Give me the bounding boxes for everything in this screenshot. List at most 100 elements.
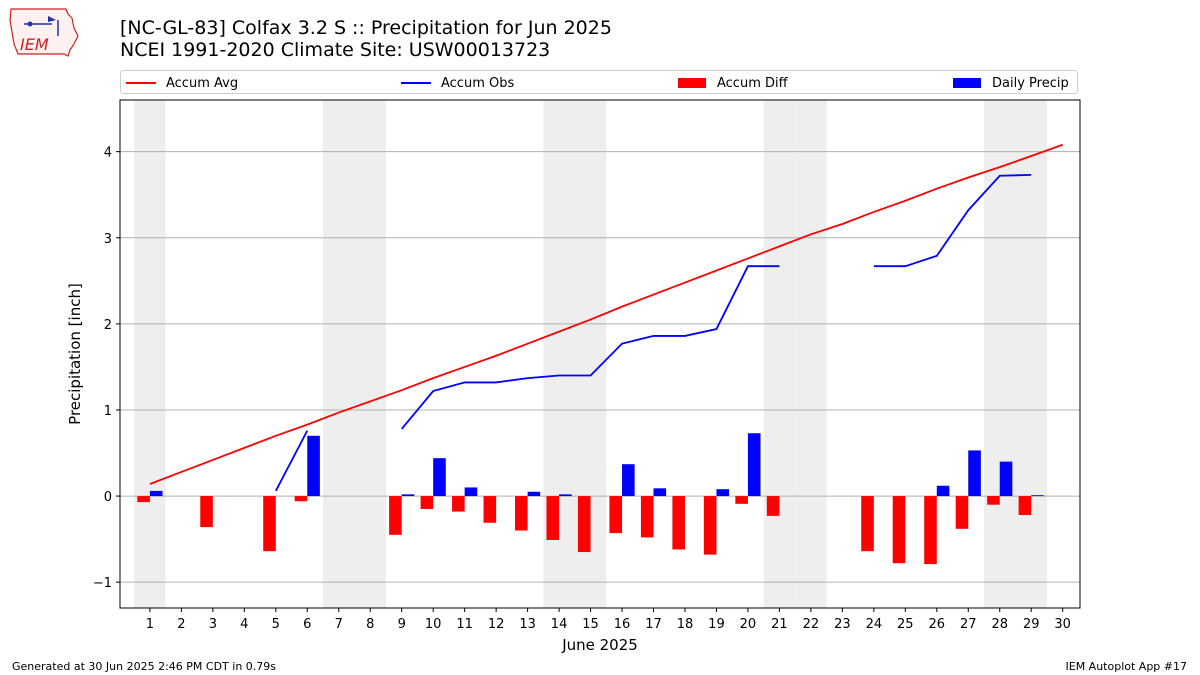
accum-diff-bar-day-9 <box>389 496 402 535</box>
accum-diff-bar-day-11 <box>452 496 465 512</box>
title-line-1: [NC-GL-83] Colfax 3.2 S :: Precipitation… <box>120 17 612 39</box>
x-tick-label-25: 25 <box>897 617 914 632</box>
x-tick-label-9: 9 <box>398 617 406 632</box>
accum-diff-bar-day-13 <box>515 496 528 531</box>
legend-swatch-daily-precip <box>953 78 981 88</box>
y-tick-label-0: 0 <box>104 490 112 505</box>
x-tick-label-19: 19 <box>708 617 725 632</box>
x-tick-label-20: 20 <box>740 617 757 632</box>
accum-diff-bar-day-5 <box>263 496 276 552</box>
legend-label-accum-obs: Accum Obs <box>441 75 515 91</box>
daily-precip-bar-day-19 <box>716 489 730 497</box>
accum-diff-bar-day-19 <box>703 496 717 555</box>
accum-diff-bar-day-20 <box>735 496 748 504</box>
daily-precip-bar-day-13 <box>527 491 541 497</box>
accum-obs-line-segment-0 <box>275 430 309 492</box>
weekend-shade-day-28 <box>984 100 1016 608</box>
daily-precip-bar-day-20 <box>747 433 761 497</box>
x-tick-label-28: 28 <box>991 617 1008 632</box>
legend-swatch-accum-avg <box>126 82 156 84</box>
accum-diff-bar-day-21 <box>766 496 780 516</box>
legend-label-accum-avg: Accum Avg <box>166 75 239 91</box>
accum-avg-line-segment-0 <box>149 143 1063 485</box>
daily-precip-bar-day-10 <box>433 458 446 497</box>
grid-lines <box>120 151 1080 583</box>
weekend-shade-day-21 <box>763 100 796 608</box>
y-axis-label: Precipitation [inch] <box>66 283 84 425</box>
footer-app: IEM Autoplot App #17 <box>1065 660 1188 673</box>
x-tick-label-4: 4 <box>240 617 248 632</box>
legend-item-accum-avg: Accum Avg <box>126 74 238 92</box>
weekend-shade-day-1 <box>134 100 166 608</box>
weekend-shade-day-22 <box>795 100 827 608</box>
x-tick-label-17: 17 <box>645 617 662 632</box>
lines <box>149 143 1063 492</box>
x-tick-label-21: 21 <box>771 617 788 632</box>
legend-swatch-accum-diff <box>678 78 706 88</box>
x-tick-label-2: 2 <box>177 617 185 632</box>
legend-item-daily-precip: Daily Precip <box>953 74 1069 92</box>
accum-diff-bar-day-1 <box>137 496 150 503</box>
legend-item-accum-diff: Accum Diff <box>678 74 788 92</box>
plot-frame <box>119 99 1081 609</box>
x-tick-label-15: 15 <box>582 617 599 632</box>
daily-precip-bar-day-16 <box>622 464 635 497</box>
x-tick-label-24: 24 <box>866 617 883 632</box>
accum-diff-bar-day-10 <box>420 496 434 509</box>
x-tick-label-27: 27 <box>960 617 977 632</box>
daily-precip-bar-day-26 <box>936 485 950 497</box>
daily-precip-bar-day-28 <box>999 461 1013 497</box>
x-tick-label-8: 8 <box>366 617 374 632</box>
daily-precip-bar-day-11 <box>464 487 478 497</box>
daily-precip-bar-day-9 <box>401 494 415 497</box>
x-tick-label-13: 13 <box>519 617 536 632</box>
y-tick-label-3: 3 <box>104 232 112 247</box>
x-tick-label-29: 29 <box>1023 617 1040 632</box>
x-tick-label-5: 5 <box>272 617 280 632</box>
daily-precip-bar-day-29 <box>1031 495 1044 497</box>
title-line-2: NCEI 1991-2020 Climate Site: USW00013723 <box>120 39 551 61</box>
accum-diff-bar-day-14 <box>546 496 560 540</box>
x-tick-label-7: 7 <box>335 617 343 632</box>
daily-precip-bar-day-27 <box>968 450 981 497</box>
accum-diff-bar-day-26 <box>924 496 937 565</box>
accum-diff-bar-day-12 <box>483 496 497 523</box>
accum-obs-line-segment-1 <box>401 265 780 430</box>
weekend-shading <box>134 100 1047 608</box>
x-tick-label-30: 30 <box>1054 617 1071 632</box>
x-tick-label-3: 3 <box>209 617 217 632</box>
footer-generated: Generated at 30 Jun 2025 2:46 PM CDT in … <box>12 660 277 673</box>
daily-precip-bar-day-1 <box>149 490 163 497</box>
accum-diff-bar-day-25 <box>892 496 906 564</box>
accum-diff-bar-day-15 <box>577 496 591 553</box>
legend-swatch-accum-obs <box>401 82 431 84</box>
daily-precip-bar-day-6 <box>307 435 320 497</box>
accum-obs-line-segment-2 <box>873 174 1032 268</box>
x-tick-label-22: 22 <box>803 617 820 632</box>
iem-logo: IEM <box>9 8 79 57</box>
x-tick-label-10: 10 <box>425 617 442 632</box>
weekend-shade-day-8 <box>354 100 386 608</box>
x-tick-label-23: 23 <box>834 617 851 632</box>
x-tick-label-14: 14 <box>551 617 568 632</box>
accum-diff-bar-day-29 <box>1018 496 1032 516</box>
legend-label-accum-diff: Accum Diff <box>717 75 788 91</box>
x-tick-label-12: 12 <box>488 617 505 632</box>
accum-diff-bar-day-27 <box>955 496 969 529</box>
daily-precip-bar-day-14 <box>559 494 572 497</box>
legend: Accum Avg Accum Obs Accum Diff Daily Pre… <box>120 70 1078 94</box>
x-axis-label: June 2025 <box>561 636 638 654</box>
weekend-shade-day-29 <box>1015 100 1047 608</box>
x-tick-label-16: 16 <box>614 617 631 632</box>
y-tick-label-4: 4 <box>104 146 112 161</box>
bars <box>137 433 1044 565</box>
accum-diff-bar-day-3 <box>200 496 213 528</box>
y-tick-label-2: 2 <box>104 318 112 333</box>
logo-text: IEM <box>20 35 49 54</box>
accum-diff-bar-day-28 <box>987 496 1000 505</box>
accum-diff-bar-day-24 <box>861 496 874 552</box>
accum-diff-bar-day-16 <box>609 496 623 534</box>
x-tick-label-1: 1 <box>146 617 154 632</box>
